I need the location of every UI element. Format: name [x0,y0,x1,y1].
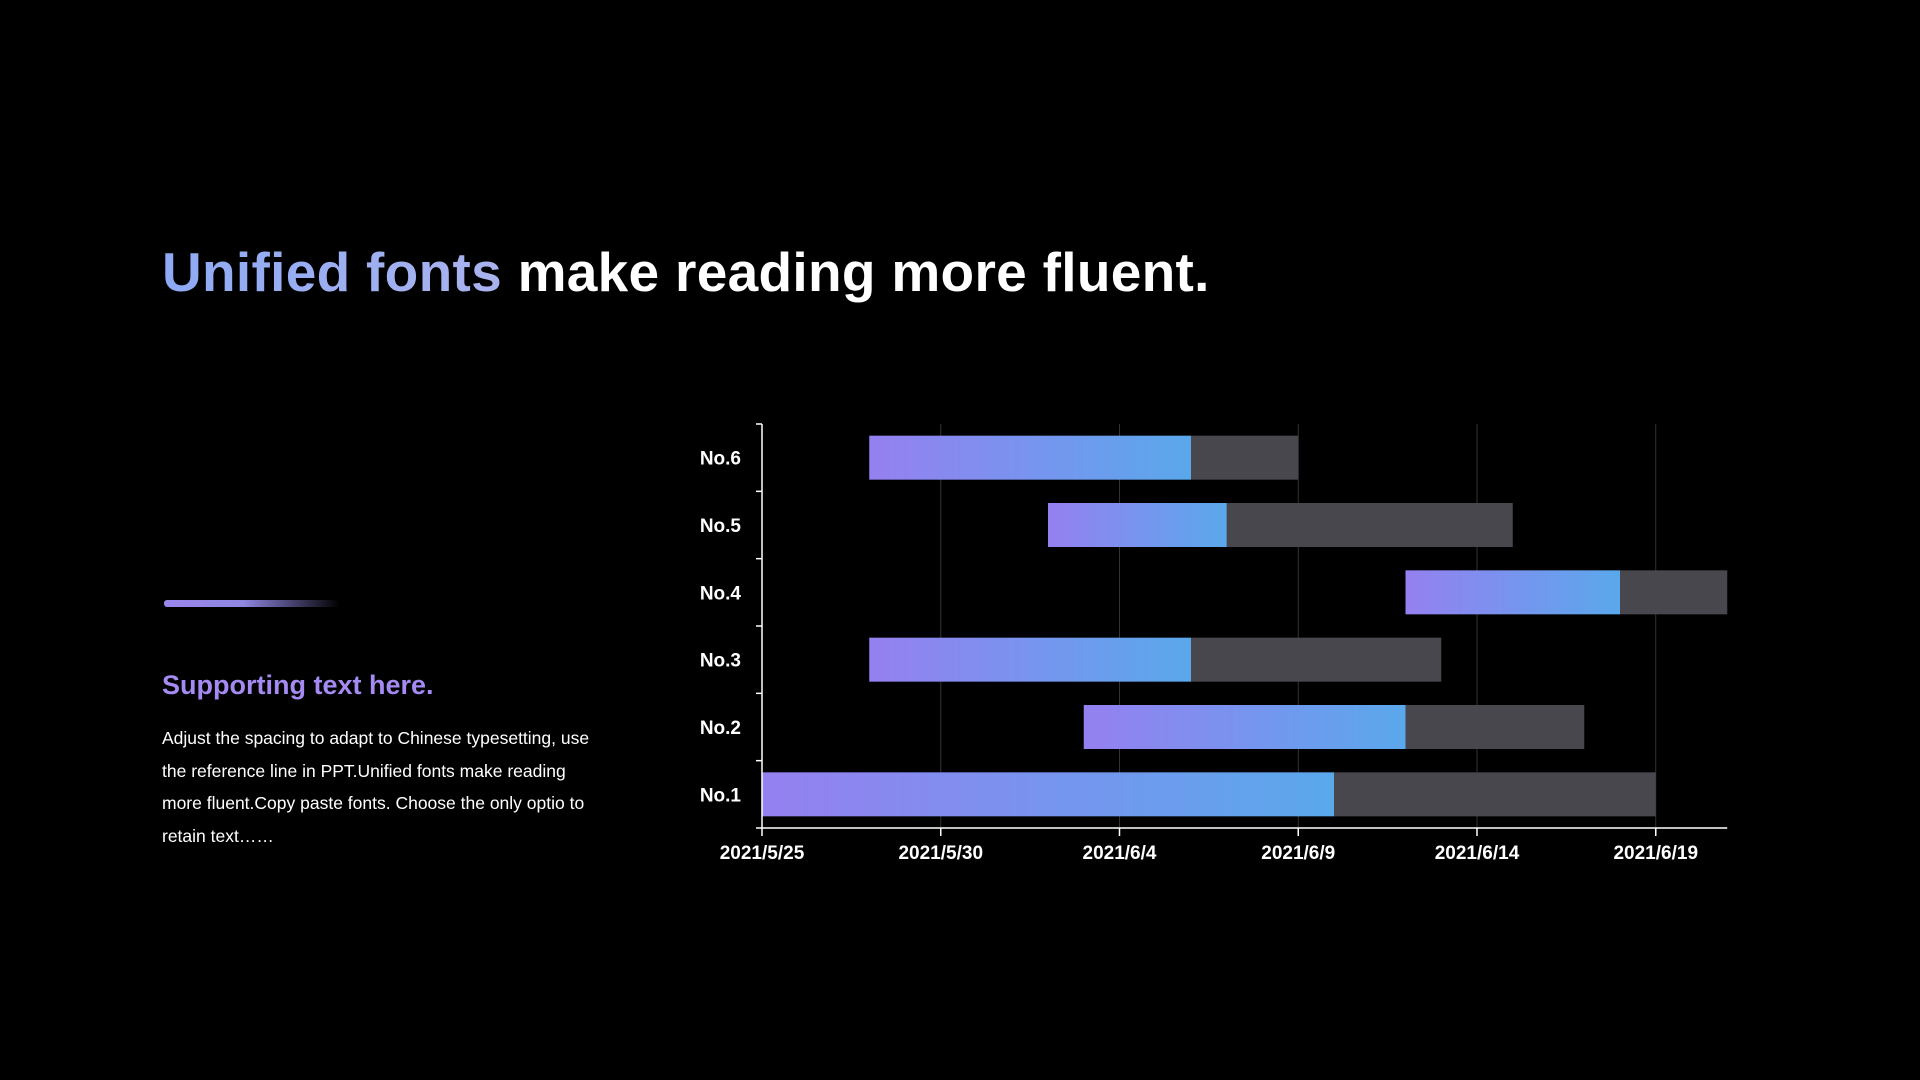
remaining-bar [1334,772,1656,817]
progress-bar [1083,705,1406,749]
x-tick-label: 2021/6/4 [1083,843,1157,864]
chart-bars [762,435,1728,817]
title-accent: Unified fonts [162,241,502,303]
y-category-label: No.4 [700,583,742,604]
remaining-bar [1620,570,1728,615]
remaining-bar [1226,503,1513,547]
chart-axes [756,423,1728,836]
y-category-label: No.5 [700,516,742,537]
x-tick-label: 2021/6/9 [1261,843,1335,864]
progress-bar [1405,570,1620,615]
remaining-bar [1191,435,1299,480]
progress-bar [762,772,1334,817]
x-tick-label: 2021/6/14 [1435,843,1520,864]
supporting-body-text: Adjust the spacing to adapt to Chinese t… [162,728,590,846]
progress-bar [869,435,1191,480]
y-category-label: No.1 [700,785,742,806]
x-tick-label: 2021/6/19 [1613,843,1698,864]
supporting-heading: Supporting text here. [162,670,434,700]
progress-bar [869,637,1191,682]
remaining-bar [1405,705,1585,749]
y-category-label: No.6 [700,449,741,470]
y-category-label: No.3 [700,651,741,672]
decorative-gradient-line [164,600,340,607]
title-rest: make reading more fluent. [517,241,1210,303]
page-title: Unified fonts make reading more fluent. [162,240,1210,304]
chart-gridlines [940,424,1657,828]
chart-labels: 2021/5/25 2021/5/30 2021/6/4 2021/6/9 2021/6… [700,449,1698,864]
x-tick-label: 2021/5/25 [720,843,805,864]
progress-bar [1048,503,1227,547]
y-category-label: No.2 [700,718,741,739]
x-tick-label: 2021/5/30 [898,843,983,864]
remaining-bar [1191,637,1442,682]
